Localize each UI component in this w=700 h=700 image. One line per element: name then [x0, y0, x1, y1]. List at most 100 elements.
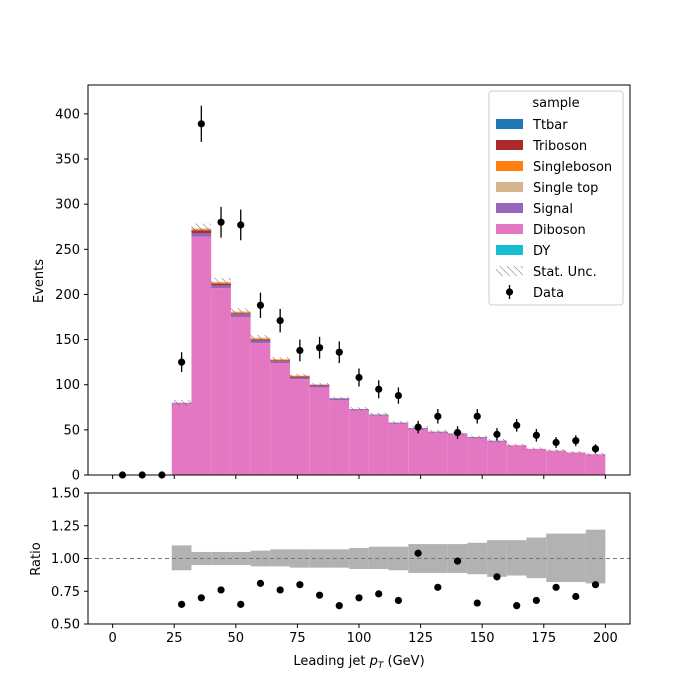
ratio-y-tick-label: 1.00	[51, 552, 80, 567]
stat-unc-hatch	[506, 443, 527, 447]
bar-signal	[191, 233, 212, 237]
legend-swatch	[496, 224, 523, 234]
y-tick-label: 0	[72, 469, 80, 484]
ratio-band-segment	[368, 546, 389, 569]
ratio-point	[375, 590, 383, 598]
legend-swatch	[496, 119, 523, 129]
data-point	[256, 301, 265, 309]
legend-label: Ttbar	[532, 118, 568, 133]
legend-label: Triboson	[532, 139, 587, 154]
ratio-point	[434, 583, 442, 591]
x-tick-label: 125	[408, 631, 433, 646]
ratio-band-segment	[506, 540, 527, 576]
bar-diboson	[526, 448, 547, 475]
ratio-band-segment	[585, 529, 606, 584]
stat-unc-hatch	[329, 396, 350, 400]
bar-diboson	[585, 454, 606, 475]
bar-diboson	[270, 363, 291, 475]
y-tick-label: 400	[55, 107, 80, 122]
legend: sample Ttbar Triboson Singleboson Single to…	[488, 90, 624, 306]
ratio-point	[197, 594, 205, 602]
bar-diboson	[546, 450, 566, 475]
ratio-point	[335, 602, 343, 610]
data-point	[217, 218, 225, 226]
stat-unc-hatch	[349, 407, 369, 412]
legend-label: Data	[533, 286, 564, 301]
ratio-y-tick-label: 1.50	[51, 487, 80, 502]
bar-diboson	[447, 434, 468, 475]
data-point	[355, 373, 363, 382]
data-point	[335, 348, 343, 356]
ratio-y-ticks: 0.50 0.75 1.00 1.25 1.50	[51, 487, 88, 633]
ratio-band-segment	[546, 533, 566, 583]
x-tick-label: 150	[470, 631, 495, 646]
bar-signal	[250, 340, 271, 344]
bar-diboson	[309, 387, 330, 475]
legend-swatch	[496, 203, 523, 213]
x-tick-label: 50	[228, 631, 245, 646]
data-point	[493, 430, 501, 438]
x-tick-label: 175	[531, 631, 556, 646]
data-point	[394, 391, 403, 400]
bar-diboson	[408, 428, 428, 475]
bar-diboson	[349, 410, 369, 475]
ratio-y-tick-label: 0.75	[51, 585, 80, 600]
bar-signal	[290, 377, 310, 380]
ratio-point	[414, 549, 422, 557]
stacked-histogram	[171, 228, 606, 475]
stat-unc-hatch	[526, 447, 547, 451]
bar-diboson	[368, 415, 389, 475]
legend-swatch	[496, 182, 523, 192]
data-point	[276, 317, 284, 325]
ratio-point	[237, 600, 245, 608]
ratio-point	[532, 596, 540, 605]
x-tick-label: 25	[166, 631, 183, 646]
x-tick-label: 100	[347, 631, 372, 646]
bar-diboson	[506, 445, 527, 475]
data-point	[197, 120, 205, 128]
ratio-band-segment	[565, 533, 586, 583]
ratio-band-segment	[270, 549, 291, 567]
data-point	[513, 421, 521, 429]
data-point	[572, 437, 580, 445]
ratio-panel: 0.50 0.75 1.00 1.25 1.50 0 25 50 75 100 125 150 175…	[29, 487, 631, 671]
data-point	[591, 445, 600, 453]
ratio-x-ticks: 0 25 50 75 100 125 150 175 200	[108, 624, 618, 646]
ratio-y-tick-label: 0.50	[51, 618, 80, 633]
bar-diboson	[211, 288, 231, 475]
data-point	[178, 358, 186, 366]
ratio-y-tick-label: 1.25	[51, 519, 80, 534]
ratio-point	[572, 592, 580, 601]
main-y-axis-label: Events	[32, 259, 47, 303]
ratio-point	[591, 581, 600, 589]
y-tick-label: 250	[55, 243, 80, 258]
main-x-ticks	[112, 475, 606, 479]
bar-diboson	[388, 423, 409, 475]
data-point	[434, 412, 442, 420]
data-point	[375, 385, 383, 393]
ratio-band-segment	[427, 544, 448, 573]
data-point	[414, 423, 422, 431]
y-tick-label: 100	[55, 378, 80, 393]
y-tick-label: 350	[55, 153, 80, 168]
ratio-point	[256, 579, 265, 587]
bar-diboson	[427, 432, 448, 475]
y-tick-label: 300	[55, 198, 80, 213]
ratio-band-segment	[329, 549, 350, 568]
stat-unc-hatch	[388, 421, 409, 425]
bar-diboson	[171, 403, 192, 475]
ratio-point	[453, 557, 462, 565]
legend-swatch-hatch	[496, 266, 523, 276]
ratio-point	[513, 602, 521, 610]
y-tick-label: 150	[55, 333, 80, 348]
data-point	[237, 221, 245, 229]
bar-diboson	[290, 379, 310, 475]
stat-unc-hatch	[585, 452, 606, 456]
x-tick-label: 75	[289, 631, 306, 646]
data-point	[453, 428, 462, 437]
stat-unc-hatch	[270, 357, 291, 362]
legend-swatch	[496, 161, 523, 171]
stat-unc-hatch	[211, 277, 231, 286]
y-tick-label: 50	[63, 423, 80, 438]
